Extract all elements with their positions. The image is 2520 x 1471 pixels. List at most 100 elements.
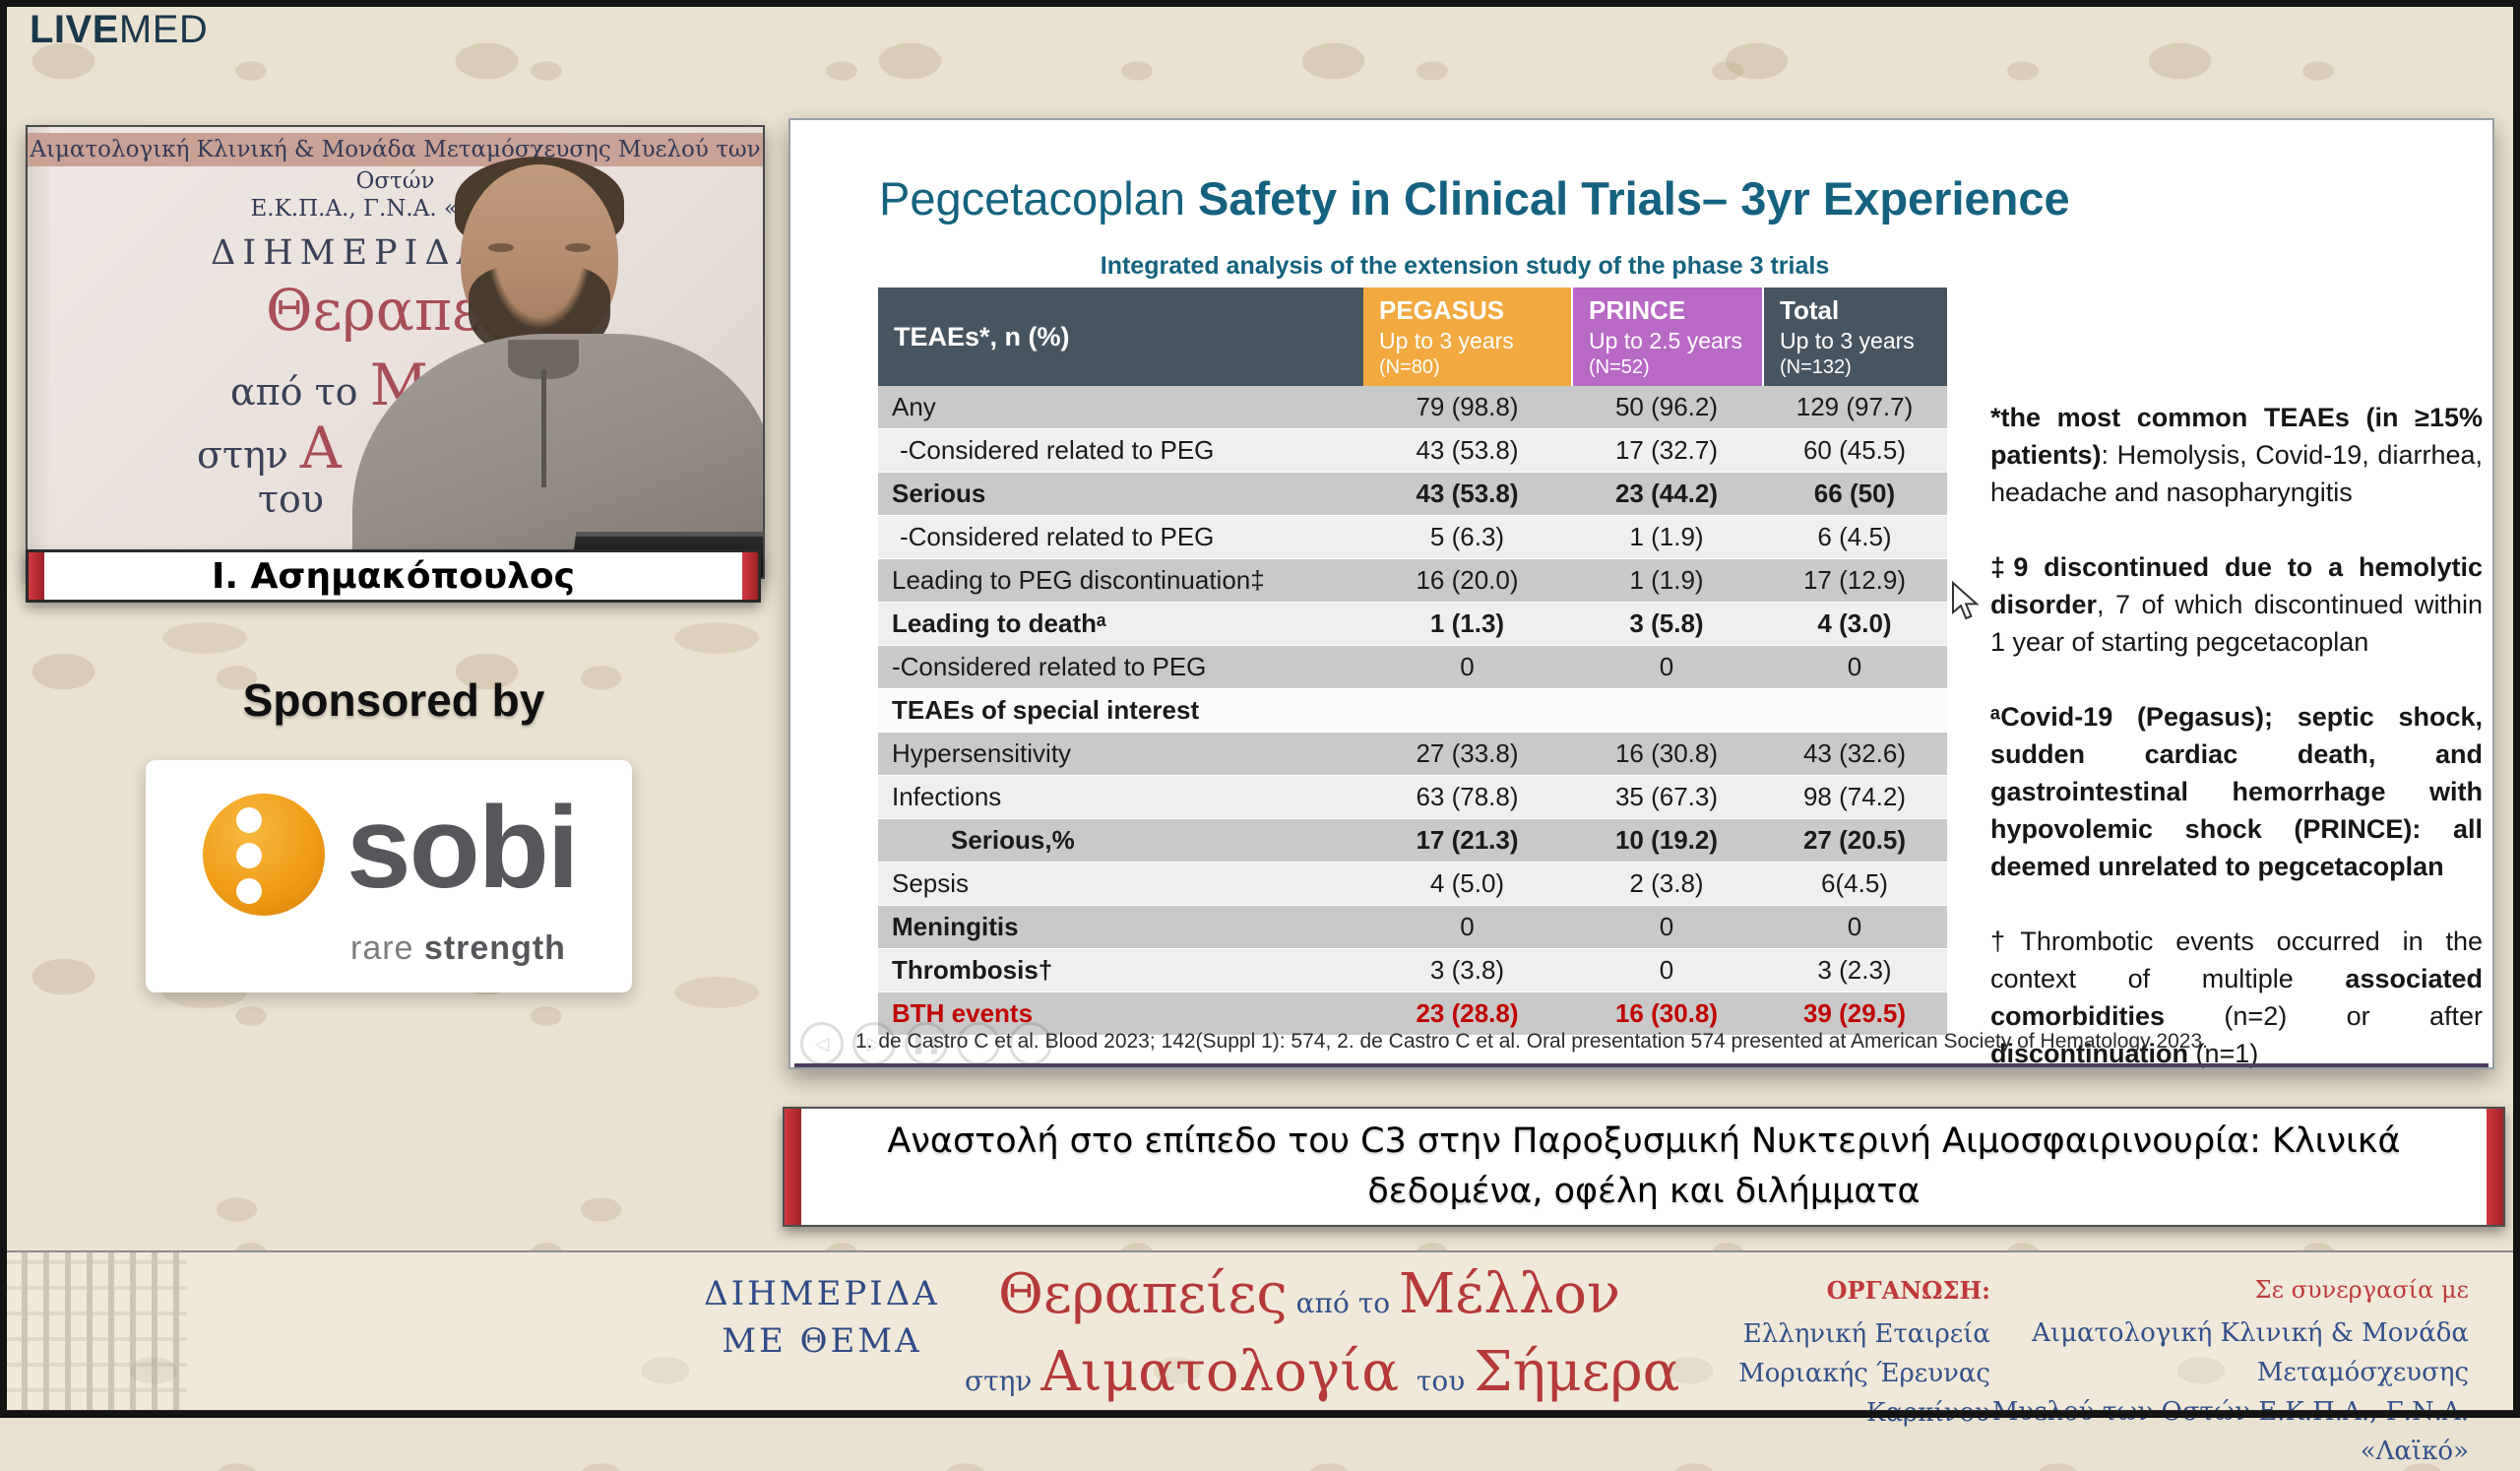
footnote: ᵃCovid-19 (Pegasus); septic shock, sudde… <box>1990 698 2483 885</box>
row-label: Hypersensitivity <box>892 738 1072 768</box>
row-label: -Considered related to PEG <box>900 435 1215 465</box>
header-pegasus-n: (N=80) <box>1379 356 1440 378</box>
lecture-bar-red-cap-right <box>2487 1109 2503 1225</box>
text-segment: Σήμερα <box>1474 1340 1680 1404</box>
row-value: 4 (5.0) <box>1429 868 1505 898</box>
row-label: -Considered related to PEG <box>900 522 1215 551</box>
footnote: ‡9 discontinued due to a hemolytic disor… <box>1990 548 2483 661</box>
header-prince-sub: Up to 2.5 years <box>1589 328 1742 353</box>
row-value: 27 (33.8) <box>1416 738 1519 768</box>
slide-title-bold: Safety in Clinical Trials– 3yr Experienc… <box>1198 172 2070 224</box>
row-value: 43 (32.6) <box>1802 738 1907 768</box>
backdrop-poster-line: Θεραπε <box>266 277 481 344</box>
text-segment: του <box>258 478 325 521</box>
row-label: Serious,% <box>951 825 1075 855</box>
row-value: 6(4.5) <box>1821 868 1888 898</box>
row-value: 98 (74.2) <box>1802 782 1907 811</box>
livemed-logo: LIVEMED <box>30 8 208 52</box>
table-row: TEAEs of special interest <box>878 689 1947 733</box>
row-value: 16 (30.8) <box>1614 998 1719 1028</box>
row-value: 17 (21.3) <box>1416 825 1519 855</box>
player-control-button[interactable]: ♪ <box>957 1022 1000 1065</box>
row-value: 27 (20.5) <box>1802 825 1907 855</box>
footnote-segment: (n=2) or after <box>2165 1001 2483 1031</box>
footnote-segment: ‡9 discontinued due to a hemolytic disor… <box>1990 552 2483 619</box>
row-label: Meningitis <box>892 912 1019 941</box>
row-value: 10 (19.2) <box>1614 825 1719 855</box>
conference-title-line1: Θεραπείες από το Μέλλον <box>965 1262 1654 1340</box>
row-label: Any <box>892 392 936 421</box>
mouse-cursor <box>1952 581 1980 620</box>
row-value: 129 (97.7) <box>1796 392 1914 421</box>
backdrop-banner: Αιματολογική Κλινική & Μονάδα Μεταμόσχευ… <box>28 133 763 166</box>
safety-table-header: TEAEs*, n (%) PEGASUS Up to 3 years (N=8… <box>878 288 1947 386</box>
organizer-heading: ΟΡΓΑΝΩΣΗ: <box>1826 1276 1990 1305</box>
table-row: Sepsis 4 (5.0) 2 (3.8) 6(4.5) <box>878 863 1947 906</box>
table-row: BTH events 23 (28.8) 16 (30.8) 39 (29.5) <box>878 992 1947 1036</box>
text-segment: του <box>1416 1365 1475 1397</box>
text-segment: από το <box>1287 1287 1399 1319</box>
row-value: 63 (78.8) <box>1416 782 1519 811</box>
header-total-name: Total <box>1780 295 1840 325</box>
slide-title-light: Pegcetacoplan <box>879 172 1199 224</box>
sobi-tagline-strength: strength <box>423 929 566 967</box>
text-segment: από το <box>230 370 370 414</box>
row-label: Serious <box>892 479 986 508</box>
slide-bottom-rule <box>794 1063 2488 1067</box>
row-value: 0 <box>1659 912 1674 941</box>
header-prince-name: PRINCE <box>1589 295 1686 325</box>
bottom-dark-strip <box>0 1410 2520 1418</box>
collab-line1: Αιματολογική Κλινική & Μονάδα Μεταμόσχευ… <box>2032 1318 2469 1387</box>
text-segment: Α <box>299 415 342 481</box>
text-segment: στην <box>197 433 300 477</box>
table-row: Meningitis 0 0 0 <box>878 906 1947 949</box>
footnote-segment: associated comorbidities <box>1990 964 2483 1031</box>
table-row: Infections 63 (78.8) 35 (67.3) 98 (74.2) <box>878 776 1947 819</box>
row-value: 5 (6.3) <box>1429 522 1505 551</box>
row-value: 39 (29.5) <box>1802 998 1907 1028</box>
header-prince-n: (N=52) <box>1589 356 1650 378</box>
row-value: 43 (53.8) <box>1416 479 1519 508</box>
table-row: Leading to deathᵃ 1 (1.3) 3 (5.8) 4 (3.0) <box>878 603 1947 646</box>
safety-table-body: Any 79 (98.8) 50 (96.2) 129 (97.7) -Consider… <box>878 386 1947 1036</box>
row-value: 1 (1.9) <box>1629 565 1704 595</box>
footnote: †Thrombotic events occurred in the conte… <box>1990 923 2483 1072</box>
row-value: 60 (45.5) <box>1802 435 1907 465</box>
text-segment: Θεραπείες <box>997 1262 1288 1326</box>
slide-footnotes: *the most common TEAEs (in ≥15% patients… <box>1990 399 2483 1110</box>
header-pegasus: PEGASUS Up to 3 years (N=80) <box>1363 288 1571 386</box>
player-control-button[interactable]: ◁ <box>800 1022 844 1065</box>
row-value: 23 (44.2) <box>1614 479 1719 508</box>
lecture-title-line2: δεδομένα, οφέλη και διλήμματα <box>1367 1172 1921 1211</box>
table-row: Serious,% 17 (21.3) 10 (19.2) 27 (20.5) <box>878 819 1947 863</box>
speaker-eyes <box>488 243 591 253</box>
row-value: 43 (53.8) <box>1416 435 1519 465</box>
row-value: 66 (50) <box>1813 479 1896 508</box>
row-label: -Considered related to PEG <box>892 652 1207 681</box>
speaker-name: Ι. Ασημακόπουλος <box>211 555 576 597</box>
building-etching-art <box>0 1252 187 1418</box>
row-value: 79 (98.8) <box>1416 392 1519 421</box>
livemed-logo-live: LIVE <box>30 8 119 51</box>
table-row: Any 79 (98.8) 50 (96.2) 129 (97.7) <box>878 386 1947 429</box>
player-control-button[interactable]: ❚❚ <box>905 1022 948 1065</box>
row-value: 0 <box>1460 912 1475 941</box>
lecture-title-bar: Αναστολή στο επίπεδο του C3 στην Παροξυσ… <box>783 1107 2505 1227</box>
footnote-segment: , 7 of which discontinued within 1 year … <box>1990 590 2483 657</box>
wall-edge <box>28 127 49 577</box>
speaker-video-panel[interactable]: Αιματολογική Κλινική & Μονάδα Μεταμόσχευ… <box>26 125 765 579</box>
lecture-title-text: Αναστολή στο επίπεδο του C3 στην Παροξυσ… <box>887 1117 2400 1217</box>
header-pegasus-name: PEGASUS <box>1379 295 1505 325</box>
row-value: 0 <box>1659 652 1674 681</box>
row-label: Leading to deathᵃ <box>892 608 1106 638</box>
organizer-line1: Ελληνική Εταιρεία <box>1742 1319 1990 1349</box>
table-row: Thrombosis† 3 (3.8) 0 3 (2.3) <box>878 949 1947 992</box>
footnote-segment: *the most common TEAEs (in ≥15% patients… <box>1990 403 2483 470</box>
slide-title: Pegcetacoplan Safety in Clinical Trials–… <box>879 171 2070 225</box>
row-value: 16 (30.8) <box>1614 738 1719 768</box>
row-label: Thrombosis† <box>892 955 1053 985</box>
safety-table: TEAEs*, n (%) PEGASUS Up to 3 years (N=8… <box>878 288 1947 1036</box>
row-value: 17 (32.7) <box>1614 435 1719 465</box>
header-total: Total Up to 3 years (N=132) <box>1762 288 1947 386</box>
row-value: 1 (1.3) <box>1429 608 1505 638</box>
